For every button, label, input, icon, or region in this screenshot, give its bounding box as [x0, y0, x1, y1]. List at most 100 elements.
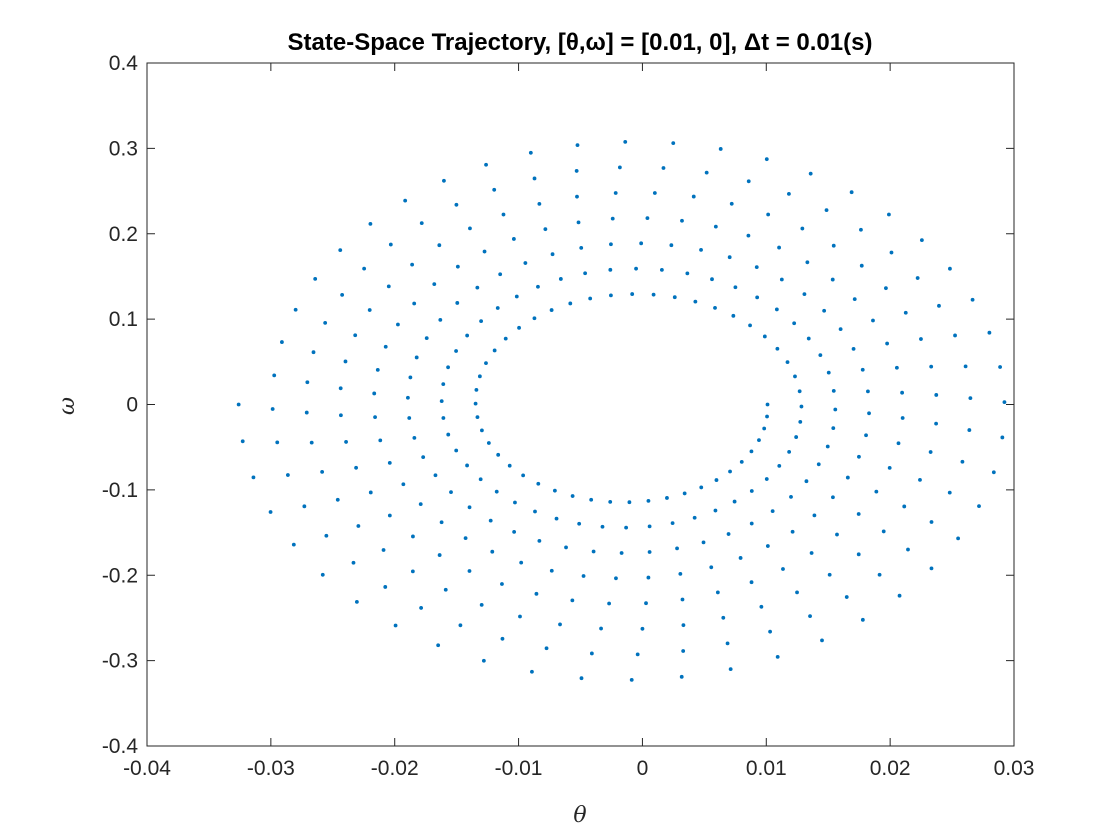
data-point	[530, 669, 534, 674]
data-point	[787, 191, 791, 196]
data-point	[579, 676, 584, 681]
data-point	[947, 490, 952, 495]
y-tick-label: 0	[126, 394, 138, 417]
data-point	[682, 491, 687, 496]
data-point	[754, 265, 759, 270]
data-point	[433, 473, 438, 478]
data-point	[775, 654, 780, 659]
data-point	[320, 469, 325, 474]
data-point	[857, 454, 861, 459]
data-point	[424, 336, 429, 341]
data-points	[236, 139, 1007, 682]
data-point	[934, 393, 939, 397]
data-point	[354, 465, 358, 470]
data-point	[492, 348, 497, 353]
data-point	[609, 293, 613, 298]
data-point	[627, 500, 632, 505]
data-point	[324, 533, 329, 538]
data-point	[800, 226, 805, 231]
data-point	[554, 516, 559, 521]
data-point	[468, 226, 472, 231]
data-point	[856, 552, 861, 557]
data-point	[729, 201, 734, 206]
data-point	[406, 395, 410, 400]
data-point	[902, 504, 907, 509]
data-point	[591, 549, 596, 554]
data-point	[240, 439, 245, 444]
data-point	[401, 482, 406, 487]
data-point	[477, 374, 482, 379]
data-point	[624, 525, 629, 530]
data-point	[866, 389, 870, 394]
data-point	[486, 441, 491, 445]
data-point	[544, 646, 549, 651]
data-point	[368, 490, 373, 495]
data-point	[630, 292, 635, 296]
data-point	[845, 475, 850, 480]
data-point	[820, 638, 824, 643]
data-point	[465, 333, 470, 338]
data-point	[488, 518, 493, 523]
data-point	[432, 282, 437, 286]
data-point	[549, 308, 554, 312]
data-point	[681, 623, 686, 628]
data-point	[558, 277, 563, 281]
data-point	[441, 416, 446, 420]
data-point	[900, 416, 905, 420]
y-axis-ticks: 0.4 0.3 0.2 0.1 0 -0.1 -0.2 -0.3 -0.4	[102, 52, 1014, 758]
data-point	[570, 598, 575, 603]
data-point	[507, 463, 512, 468]
data-point	[746, 233, 751, 238]
data-point	[480, 428, 484, 433]
data-point	[501, 212, 506, 217]
data-point	[268, 510, 273, 514]
data-point	[765, 402, 770, 407]
data-point	[699, 485, 704, 490]
data-point	[646, 575, 651, 580]
data-point	[645, 216, 650, 220]
data-point	[579, 245, 584, 250]
data-point	[441, 382, 446, 386]
data-point	[790, 529, 795, 534]
data-point	[533, 509, 537, 514]
data-point	[968, 396, 973, 401]
data-point	[713, 305, 717, 310]
data-point	[343, 359, 348, 364]
data-point	[619, 551, 624, 555]
data-point	[728, 469, 732, 474]
data-point	[436, 643, 441, 648]
data-point	[381, 548, 386, 552]
data-point	[521, 473, 526, 478]
data-point	[490, 549, 495, 554]
data-point	[475, 285, 480, 290]
data-point	[757, 438, 761, 443]
data-point	[589, 497, 594, 502]
y-tick-label: -0.4	[102, 735, 139, 758]
data-point	[651, 292, 656, 297]
data-point	[781, 567, 785, 571]
data-point	[738, 556, 743, 560]
data-point	[608, 499, 613, 504]
data-point	[822, 308, 827, 313]
data-point	[749, 521, 754, 526]
data-point	[671, 141, 676, 146]
data-point	[313, 277, 318, 281]
data-point	[715, 590, 720, 595]
data-point	[513, 500, 517, 505]
data-point	[808, 614, 812, 619]
data-point	[956, 536, 961, 541]
data-point	[777, 464, 782, 468]
data-point	[481, 658, 486, 663]
data-point	[726, 532, 731, 536]
data-point	[354, 600, 359, 604]
x-axis-ticks: -0.04 -0.03 -0.02 -0.01 0 0.01 0.02 0.03	[123, 63, 1034, 780]
data-point	[765, 414, 769, 419]
data-point	[948, 266, 952, 271]
data-point	[816, 462, 821, 467]
data-point	[775, 346, 780, 351]
data-point	[581, 574, 586, 578]
data-point	[500, 636, 505, 641]
data-point	[523, 261, 528, 265]
data-point	[455, 301, 460, 305]
y-tick-label: -0.2	[102, 564, 138, 587]
